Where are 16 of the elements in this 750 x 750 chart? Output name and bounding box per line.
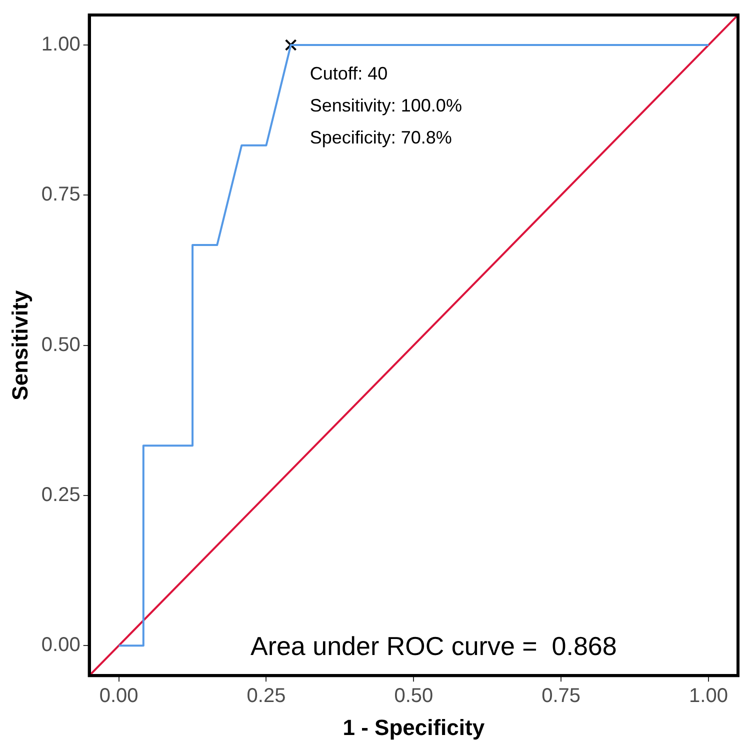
x-axis-title: 1 - Specificity (342, 714, 486, 740)
x-tick-label: 0.25 (246, 685, 286, 708)
y-tick-label: 0.00 (41, 634, 80, 656)
x-tick-label: 1.00 (689, 685, 728, 708)
annotation: Specificity: 70.8% (310, 127, 452, 148)
x-tick-label: 0.00 (99, 685, 138, 708)
annotation: Area under ROC curve = 0.868 (250, 630, 617, 661)
annotation: Cutoff: 40 (310, 63, 388, 84)
y-tick-label: 1.00 (41, 34, 80, 56)
x-tick-label: 0.50 (394, 685, 434, 708)
annotation: Sensitivity: 100.0% (310, 95, 462, 116)
y-tick-label: 0.25 (41, 484, 80, 506)
y-axis-title: Sensitivity (7, 290, 32, 400)
x-tick-label: 0.75 (542, 685, 581, 708)
y-tick-label: 0.50 (41, 334, 80, 356)
y-tick-label: 0.75 (41, 184, 80, 206)
